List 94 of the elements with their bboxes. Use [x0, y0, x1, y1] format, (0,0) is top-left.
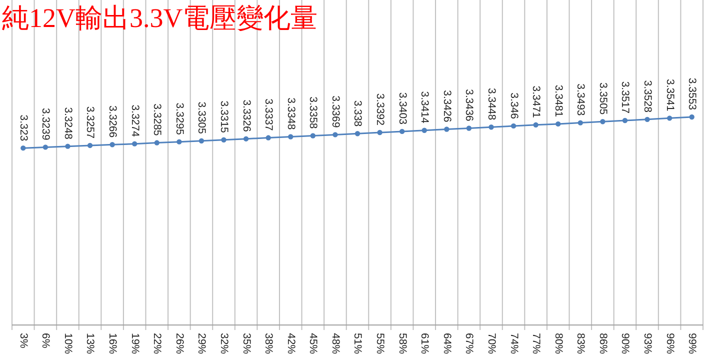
x-tick-label: 64% — [440, 333, 453, 354]
data-label: 3.3448 — [485, 88, 498, 120]
point — [266, 135, 271, 140]
point — [377, 130, 382, 136]
data-label: 3.3528 — [641, 80, 654, 113]
x-tick-label: 19% — [128, 333, 141, 354]
x-tick-label: 77% — [530, 333, 542, 354]
x-tick-label: 93% — [641, 333, 654, 354]
x-tick-label: 6% — [40, 333, 52, 348]
point — [42, 144, 48, 150]
data-label: 3.3426 — [440, 90, 453, 122]
x-tick-label: 61% — [418, 333, 431, 354]
data-label: 3.3326 — [240, 100, 252, 132]
point — [65, 144, 70, 149]
data-label: 3.3239 — [40, 108, 52, 140]
chart-title: 純12V輸出3.3V電壓變化量 — [2, 3, 318, 33]
data-label: 3.3248 — [62, 107, 74, 140]
point — [488, 124, 494, 130]
data-label: 3.3295 — [173, 102, 186, 135]
x-tick-label: 42% — [284, 333, 297, 354]
point — [243, 136, 249, 142]
data-label: 3.3257 — [84, 106, 96, 139]
x-tick-label: 96% — [664, 333, 676, 354]
x-tick-label: 3% — [17, 333, 30, 348]
point — [132, 141, 138, 146]
x-tick-label: 16% — [106, 333, 119, 354]
x-tick-label: 35% — [240, 333, 252, 354]
x-tick-label: 83% — [574, 333, 587, 354]
data-label: 3.3315 — [218, 100, 230, 134]
data-label: 3.3337 — [262, 98, 275, 131]
point — [354, 131, 360, 136]
data-label: 3.3358 — [307, 96, 320, 129]
data-label: 3.3481 — [552, 84, 564, 118]
data-label: 3.323 — [17, 114, 30, 142]
point — [110, 142, 115, 148]
x-tick-label: 67% — [463, 333, 476, 354]
x-tick-label: 70% — [485, 333, 498, 354]
x-tick-label: 74% — [508, 333, 520, 354]
x-tick-label: 26% — [173, 333, 186, 354]
point — [154, 140, 160, 146]
x-tick-label: 80% — [552, 333, 564, 354]
data-label: 3.3274 — [128, 104, 141, 137]
x-tick-label: 29% — [196, 333, 208, 354]
point — [20, 145, 26, 151]
x-tick-label: 48% — [329, 333, 342, 354]
data-label: 3.3403 — [396, 92, 408, 125]
data-label: 3.3369 — [329, 96, 342, 128]
data-label: 3.3517 — [619, 81, 632, 114]
x-tick-label: 13% — [84, 333, 96, 354]
x-tick-label: 45% — [307, 333, 320, 354]
x-tick-label: 10% — [62, 333, 74, 354]
point — [221, 137, 226, 142]
x-tick-label: 32% — [218, 333, 230, 354]
data-label: 3.3305 — [196, 102, 208, 134]
data-label: 3.3266 — [106, 105, 119, 138]
data-label: 3.3414 — [418, 91, 431, 124]
point — [198, 138, 204, 144]
point — [288, 134, 294, 140]
x-tick-label: 55% — [374, 333, 386, 354]
data-label: 3.346 — [508, 92, 520, 120]
data-label: 3.3541 — [664, 79, 676, 112]
point — [689, 114, 694, 120]
point — [87, 142, 93, 148]
data-label: 3.3505 — [596, 82, 609, 115]
point — [444, 126, 450, 132]
data-label: 3.3553 — [686, 78, 698, 110]
x-tick-label: 38% — [262, 333, 275, 354]
point — [332, 132, 338, 138]
point — [600, 119, 606, 124]
point — [622, 118, 628, 124]
x-tick-label: 99% — [686, 333, 698, 354]
data-label: 3.3493 — [574, 84, 587, 116]
x-tick-label: 90% — [619, 333, 632, 354]
x-tick-label: 22% — [151, 333, 164, 354]
point — [578, 120, 584, 126]
point — [533, 122, 538, 128]
point — [556, 121, 561, 127]
point — [466, 126, 472, 131]
point — [422, 128, 427, 133]
x-tick-label: 86% — [596, 333, 609, 354]
point — [310, 133, 316, 138]
data-label: 3.3285 — [151, 104, 164, 136]
point — [644, 116, 650, 122]
data-label: 3.3392 — [374, 93, 386, 126]
point — [399, 128, 405, 134]
point — [510, 123, 516, 129]
data-label: 3.3436 — [463, 89, 476, 122]
point — [666, 116, 672, 121]
data-label: 3.338 — [352, 100, 364, 127]
data-label: 3.3348 — [284, 98, 297, 130]
data-label: 3.3471 — [530, 86, 542, 118]
point — [176, 139, 182, 144]
x-tick-label: 51% — [352, 333, 364, 354]
x-tick-label: 58% — [396, 333, 408, 354]
